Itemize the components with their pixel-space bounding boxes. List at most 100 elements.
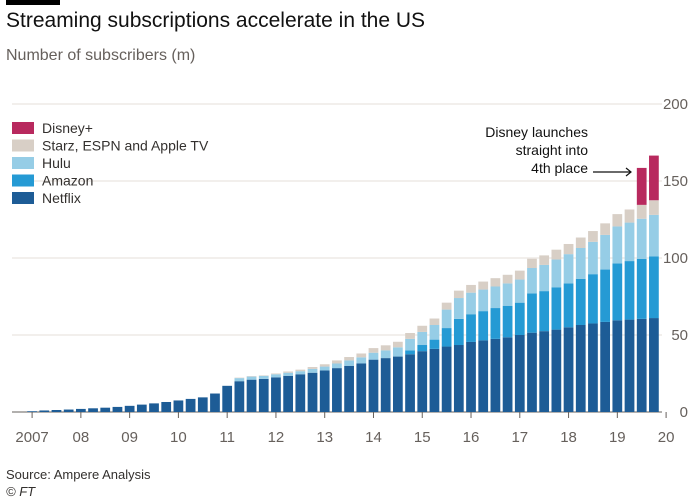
bar-hulu: [600, 234, 611, 270]
bar-amazon: [624, 261, 635, 320]
bar-amazon: [502, 305, 513, 338]
bar-netflix: [600, 321, 611, 412]
annotation-text: straight into: [516, 142, 589, 158]
bar-hulu: [636, 218, 647, 259]
bar-hulu: [563, 254, 574, 284]
bar-hulu: [624, 222, 635, 262]
bar-netflix: [258, 378, 269, 412]
bar-starz-espn-and-apple-tv: [392, 341, 403, 348]
bar-amazon: [600, 269, 611, 322]
bar-amazon: [527, 293, 537, 333]
bar-netflix: [575, 324, 586, 412]
x-tick-label: 11: [219, 429, 235, 446]
bar-starz-espn-and-apple-tv: [429, 318, 440, 325]
bar-hulu: [295, 371, 306, 375]
bar-starz-espn-and-apple-tv: [478, 281, 489, 290]
bar-netflix: [405, 354, 415, 412]
bar-netflix: [636, 318, 647, 412]
legend-swatch: [12, 157, 34, 169]
bar-netflix: [295, 374, 306, 412]
bar-netflix: [588, 323, 598, 412]
bar-netflix: [527, 332, 537, 412]
y-tick-label: 150: [663, 173, 688, 190]
legend-swatch: [12, 192, 34, 204]
bar-netflix: [466, 341, 476, 412]
x-tick-label: 2007: [15, 429, 48, 446]
bar-starz-espn-and-apple-tv: [539, 255, 550, 265]
bar-starz-espn-and-apple-tv: [612, 214, 623, 227]
bar-starz-espn-and-apple-tv: [295, 369, 306, 372]
bar-starz-espn-and-apple-tv: [283, 371, 294, 373]
bar-hulu: [453, 298, 464, 319]
bar-hulu: [441, 309, 452, 329]
bar-starz-espn-and-apple-tv: [417, 325, 428, 332]
bar-hulu: [332, 363, 342, 369]
bar-hulu: [649, 214, 659, 257]
bar-hulu: [429, 324, 440, 340]
bar-starz-espn-and-apple-tv: [624, 209, 635, 223]
bar-amazon: [405, 350, 415, 355]
bar-netflix: [417, 351, 428, 412]
annotation: Disney launches straight into 4th place: [485, 124, 632, 177]
bar-starz-espn-and-apple-tv: [368, 348, 379, 353]
bar-netflix: [319, 370, 330, 412]
header-rule: [6, 0, 60, 5]
bar-hulu: [380, 350, 391, 359]
bar-netflix: [649, 318, 659, 412]
legend-label: Starz, ESPN and Apple TV: [42, 138, 209, 154]
bar-hulu: [502, 283, 513, 306]
bar-starz-espn-and-apple-tv: [600, 223, 611, 235]
bar-hulu: [283, 372, 294, 376]
bar-hulu: [612, 226, 623, 264]
bar-hulu: [271, 374, 281, 378]
bars: [27, 155, 659, 412]
annotation-arrowhead: [625, 167, 632, 177]
bar-hulu: [514, 279, 525, 303]
bar-hulu: [551, 259, 562, 288]
bar-hulu: [258, 375, 269, 379]
x-tick-label: 20: [658, 429, 675, 446]
legend-label: Amazon: [42, 173, 93, 189]
bar-netflix: [100, 407, 111, 412]
y-tick-label: 50: [671, 327, 688, 344]
legend-swatch: [12, 122, 34, 134]
x-tick-label: 15: [414, 429, 431, 446]
bar-starz-espn-and-apple-tv: [502, 274, 513, 284]
bar-amazon: [478, 311, 489, 341]
bar-netflix: [149, 403, 159, 412]
bar-amazon: [429, 339, 440, 349]
bar-amazon: [563, 283, 574, 328]
bar-hulu: [575, 247, 586, 279]
bar-netflix: [136, 404, 147, 412]
y-tick-label: 200: [663, 96, 688, 113]
bar-netflix: [222, 385, 233, 412]
legend-swatch: [12, 139, 34, 152]
bar-amazon: [441, 328, 452, 347]
bar-amazon: [588, 274, 598, 324]
bar-netflix: [612, 320, 623, 412]
bar-netflix: [197, 397, 208, 412]
bar-starz-espn-and-apple-tv: [551, 249, 562, 260]
bar-disney-: [649, 155, 659, 201]
bar-netflix: [368, 359, 379, 412]
bar-starz-espn-and-apple-tv: [307, 367, 318, 369]
bar-starz-espn-and-apple-tv: [466, 284, 476, 293]
bar-starz-espn-and-apple-tv: [527, 258, 537, 269]
bar-starz-espn-and-apple-tv: [271, 373, 281, 375]
bar-netflix: [380, 358, 391, 412]
bar-hulu: [319, 366, 330, 371]
bar-starz-espn-and-apple-tv: [332, 360, 342, 364]
legend-label: Disney+: [42, 120, 93, 136]
x-tick-label: 08: [73, 429, 90, 446]
bar-starz-espn-and-apple-tv: [453, 290, 464, 299]
bar-netflix: [551, 329, 562, 412]
legend-label: Netflix: [42, 190, 81, 206]
bar-amazon: [636, 258, 647, 319]
bar-hulu: [588, 241, 598, 275]
x-tick-label: 10: [170, 429, 187, 446]
bar-hulu: [478, 289, 489, 312]
x-tick-label: 13: [316, 429, 333, 446]
bar-starz-espn-and-apple-tv: [405, 333, 415, 339]
bar-hulu: [539, 264, 550, 292]
